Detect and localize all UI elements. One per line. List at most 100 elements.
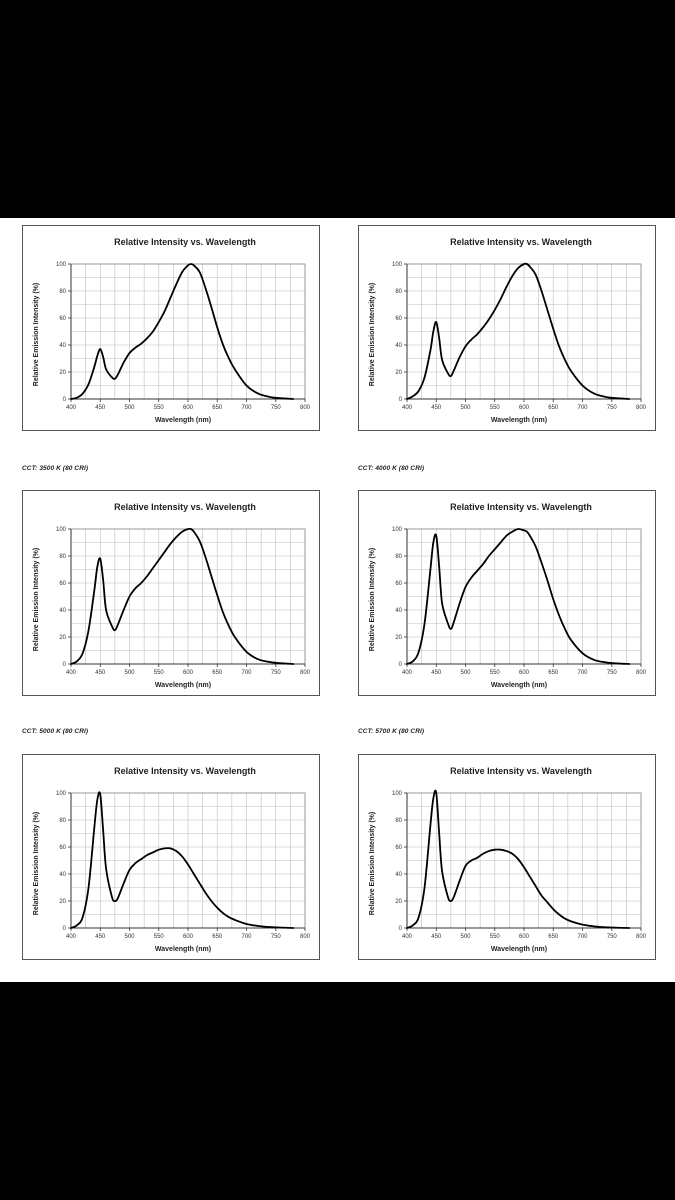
y-tick-label: 80 xyxy=(59,289,66,295)
chart-caption-cct-5000: CCT: 5000 K (80 CRI) xyxy=(22,728,89,735)
chart-title: Relative Intensity vs. Wavelength xyxy=(114,766,256,776)
x-tick-label: 650 xyxy=(212,405,223,411)
x-tick-label: 600 xyxy=(183,670,194,676)
y-tick-label: 0 xyxy=(63,662,67,668)
chart-title: Relative Intensity vs. Wavelength xyxy=(450,502,592,512)
chart-title: Relative Intensity vs. Wavelength xyxy=(114,502,256,512)
x-axis-label: Wavelength (nm) xyxy=(155,946,211,953)
y-axis-label: Relative Emission Intensity (%) xyxy=(33,548,40,651)
y-tick-label: 100 xyxy=(56,527,67,533)
y-tick-label: 0 xyxy=(63,397,67,403)
y-axis-label: Relative Emission Intensity (%) xyxy=(33,812,40,915)
y-tick-label: 60 xyxy=(395,581,402,587)
spectrum-line xyxy=(70,263,295,400)
spectrum-chart-5: Relative Intensity vs. Wavelength 400 450 5… xyxy=(22,754,320,960)
y-tick-label: 0 xyxy=(399,662,403,668)
spectrum-chart-6: Relative Intensity vs. Wavelength 400 450 5… xyxy=(358,754,656,960)
x-tick-label: 700 xyxy=(241,670,252,676)
x-axis-label: Wavelength (nm) xyxy=(491,682,547,689)
y-tick-label: 40 xyxy=(59,872,66,878)
chart-caption-cct-4000: CCT: 4000 K (80 CRI) xyxy=(358,465,425,472)
x-tick-label: 500 xyxy=(460,670,471,676)
y-tick-label: 40 xyxy=(59,343,66,349)
x-tick-label: 500 xyxy=(460,934,471,940)
y-tick-label: 40 xyxy=(59,608,66,614)
y-tick-label: 40 xyxy=(395,343,402,349)
y-tick-label: 0 xyxy=(63,926,67,932)
y-axis-label: Relative Emission Intensity (%) xyxy=(369,548,376,651)
spectrum-line xyxy=(406,528,631,665)
y-tick-label: 20 xyxy=(59,635,66,641)
x-tick-label: 650 xyxy=(548,405,559,411)
x-tick-label: 650 xyxy=(212,934,223,940)
x-tick-label: 800 xyxy=(300,934,311,940)
y-tick-label: 0 xyxy=(399,397,403,403)
x-axis-label: Wavelength (nm) xyxy=(491,946,547,953)
x-tick-label: 450 xyxy=(431,934,442,940)
spectrum-line xyxy=(406,789,631,929)
chart-svg: Relative Intensity vs. Wavelength 400 450 5… xyxy=(369,766,647,953)
spectrum-line xyxy=(70,527,295,665)
y-tick-label: 80 xyxy=(395,818,402,824)
x-tick-label: 600 xyxy=(183,405,194,411)
y-tick-label: 60 xyxy=(59,581,66,587)
chart-title: Relative Intensity vs. Wavelength xyxy=(114,237,256,247)
y-tick-label: 80 xyxy=(59,818,66,824)
spectrum-chart-2: Relative Intensity vs. Wavelength 400 450 5… xyxy=(358,225,656,431)
x-tick-label: 650 xyxy=(548,670,559,676)
x-tick-label: 500 xyxy=(460,405,471,411)
y-tick-label: 20 xyxy=(59,370,66,376)
x-tick-label: 550 xyxy=(490,670,501,676)
y-tick-label: 100 xyxy=(392,527,403,533)
x-tick-label: 500 xyxy=(124,405,135,411)
grid xyxy=(406,263,642,400)
y-tick-label: 20 xyxy=(395,370,402,376)
x-tick-label: 400 xyxy=(66,670,77,676)
x-tick-label: 400 xyxy=(66,405,77,411)
x-tick-label: 600 xyxy=(519,934,530,940)
y-tick-label: 60 xyxy=(395,316,402,322)
x-tick-label: 800 xyxy=(300,670,311,676)
x-tick-label: 400 xyxy=(402,934,413,940)
y-tick-label: 100 xyxy=(392,262,403,268)
x-tick-label: 550 xyxy=(154,934,165,940)
x-tick-label: 550 xyxy=(490,405,501,411)
x-tick-label: 450 xyxy=(431,405,442,411)
x-tick-label: 750 xyxy=(607,405,618,411)
y-tick-label: 20 xyxy=(395,899,402,905)
x-axis-label: Wavelength (nm) xyxy=(155,682,211,689)
y-tick-label: 100 xyxy=(56,791,67,797)
x-tick-label: 400 xyxy=(66,934,77,940)
y-tick-label: 80 xyxy=(395,554,402,560)
x-tick-label: 500 xyxy=(124,934,135,940)
y-tick-label: 100 xyxy=(392,791,403,797)
y-axis-label: Relative Emission Intensity (%) xyxy=(33,283,40,386)
chart-title: Relative Intensity vs. Wavelength xyxy=(450,766,592,776)
y-tick-label: 80 xyxy=(59,554,66,560)
x-tick-label: 600 xyxy=(519,405,530,411)
x-tick-label: 450 xyxy=(431,670,442,676)
x-tick-label: 750 xyxy=(607,670,618,676)
x-axis-label: Wavelength (nm) xyxy=(155,417,211,424)
x-tick-label: 450 xyxy=(95,934,106,940)
y-tick-label: 100 xyxy=(56,262,67,268)
x-tick-label: 700 xyxy=(241,405,252,411)
grid xyxy=(70,528,306,665)
grid xyxy=(406,792,642,929)
x-tick-label: 400 xyxy=(402,405,413,411)
x-tick-label: 550 xyxy=(154,405,165,411)
x-tick-label: 550 xyxy=(490,934,501,940)
x-tick-label: 700 xyxy=(241,934,252,940)
x-tick-label: 400 xyxy=(402,670,413,676)
spectrum-chart-4: Relative Intensity vs. Wavelength 400 450 5… xyxy=(358,490,656,696)
spectra-document: Relative Intensity vs. Wavelength 400 450 5… xyxy=(0,218,675,982)
y-tick-label: 60 xyxy=(59,316,66,322)
y-tick-label: 40 xyxy=(395,872,402,878)
chart-title: Relative Intensity vs. Wavelength xyxy=(450,237,592,247)
y-tick-label: 60 xyxy=(59,845,66,851)
y-tick-label: 80 xyxy=(395,289,402,295)
